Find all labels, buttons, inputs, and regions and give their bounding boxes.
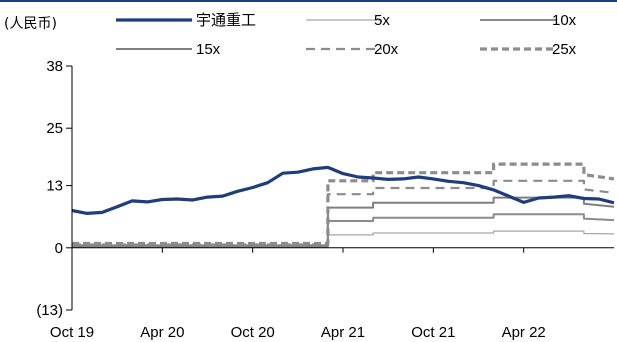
series-line-25x — [72, 162, 615, 246]
legend-label: 25x — [552, 41, 577, 58]
y-tick-label: 13 — [46, 178, 63, 195]
x-tick-label: Oct 20 — [231, 324, 275, 341]
legend-label: 5x — [374, 12, 390, 29]
x-tick-label: Oct 19 — [50, 324, 94, 341]
x-tick-label: Oct 21 — [411, 324, 455, 341]
legend-label: 10x — [552, 12, 577, 29]
unit-label: (人民币) — [4, 16, 57, 32]
top-rule — [0, 0, 617, 2]
axes: 38 25 13 0 (13) Oct 19 Apr 20 Oct 20 Apr 21 Oct 2… — [36, 58, 614, 341]
y-tick-label: 25 — [46, 120, 63, 137]
legend: 宇通重工 5x 10x 15x 20x 25x — [116, 12, 577, 58]
legend-label: 15x — [196, 41, 221, 58]
legend-label: 宇通重工 — [196, 12, 256, 29]
y-tick-label: 0 — [55, 240, 63, 257]
x-tick-label: Apr 20 — [140, 324, 184, 341]
y-tick-label: (13) — [36, 302, 63, 319]
x-tick-label: Apr 21 — [321, 324, 365, 341]
series-line-10x — [72, 213, 615, 248]
x-tick-label: Apr 22 — [502, 324, 546, 341]
legend-label: 20x — [374, 41, 399, 58]
plot-area — [71, 162, 615, 248]
y-tick-label: 38 — [46, 58, 63, 75]
series-line-宇通重工 — [71, 165, 615, 215]
